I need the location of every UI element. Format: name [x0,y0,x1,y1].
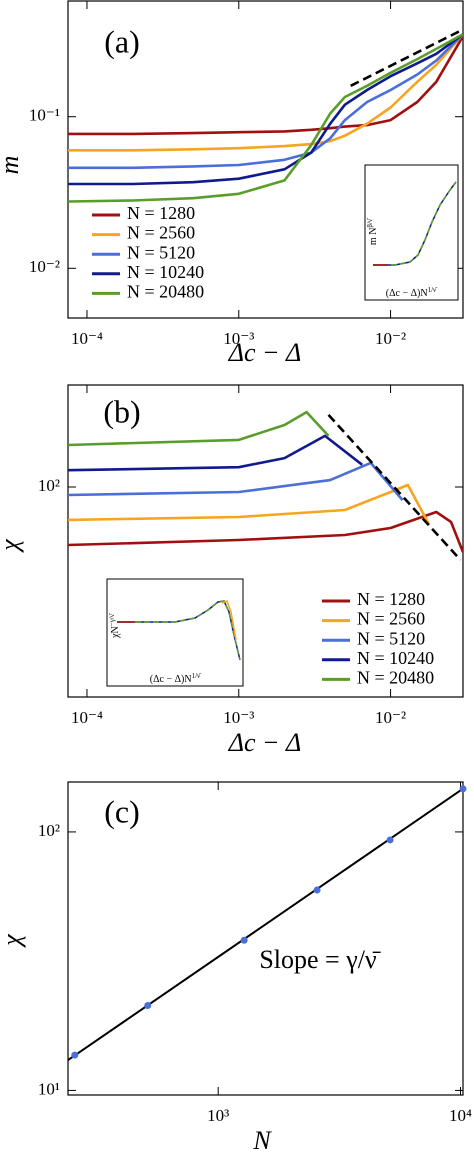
plot-area [68,29,463,203]
legend-label: N = 1280 [357,589,425,609]
x-axis-label: Δc − Δ [228,338,302,367]
inset-curve [221,600,237,641]
data-point [240,936,248,944]
inset-ylabel-main: χN [110,626,121,639]
legend-label: N = 2560 [357,609,425,629]
x-axis-label: Δc − Δ [228,728,302,757]
data-point [459,785,467,793]
x-tick-label: 10⁴ [449,1106,472,1125]
series-line [68,33,463,203]
fit-line [68,787,463,1061]
y-tick-label: 10⁻¹ [29,106,60,125]
y-axis-label: χ [0,934,26,949]
series-line [68,33,463,152]
annotation: Slope = γ/ν̄ [259,945,380,974]
x-tick-label: 10⁻² [375,708,406,727]
data-point [386,836,394,844]
plot-frame [67,781,464,1096]
panel-label: (a) [104,23,140,59]
series-line [68,33,463,170]
inset-frame [364,164,459,301]
x-tick-label: 10⁻² [375,329,406,348]
x-axis-label: N [252,1126,272,1155]
plot-frame [67,384,464,698]
inset-ylabel-sup: −γ/ν̄ [108,612,116,626]
plot-area [68,787,463,1061]
panel-c: 10³ 10⁴ 10¹ 10² Nχ (c) Slope = γ/ν̄ [0,781,472,1155]
series-line [68,510,463,553]
y-tick-label: 10² [38,476,60,495]
inset-b: (Δc − Δ)N1/ν̄ χN−γ/ν̄ [106,578,244,687]
x-tick-label: 10³ [207,1106,229,1125]
inset-curve [117,600,241,661]
y-tick-label: 10² [38,821,60,840]
legend-label: N = 20480 [127,282,204,302]
panel-label: (b) [103,393,140,429]
inset-xlabel-main: (Δc − Δ)N [386,288,428,299]
inset-ylabel: m Nβ/ν̄ [366,217,380,245]
legend-label: N = 2560 [127,223,195,243]
x-tick-label: 10⁻³ [223,708,254,727]
inset-xlabel: (Δc − Δ)N1/ν̄ [386,286,438,300]
inset-xlabel-sup: 1/ν̄ [192,672,203,680]
series-line [68,461,404,501]
data-point [71,1051,79,1059]
series-line [68,483,431,526]
plot-area [68,410,463,561]
y-tick-label: 10¹ [38,1079,60,1098]
guide-line [350,29,462,87]
y-axis-label: m [0,156,24,175]
legend-label: N = 5120 [127,242,195,262]
y-tick-label: 10⁻² [29,257,60,276]
legend-label: N = 10240 [357,648,434,668]
legend-label: N = 20480 [357,668,434,688]
x-tick-label: 10⁻⁴ [71,329,103,348]
guide-line [327,414,462,561]
legend-label: N = 10240 [127,262,204,282]
series-line [68,35,463,136]
plot-frame [67,0,464,319]
inset-curve [373,181,457,266]
legend-label: N = 1280 [127,203,195,223]
x-tick-label: 10⁻³ [223,329,254,348]
data-point [313,886,321,894]
inset-ylabel-sup: β/ν̄ [366,217,374,228]
inset-ylabel: χN−γ/ν̄ [108,612,122,639]
series-line [68,434,363,472]
inset-ylabel-main: m N [368,228,379,246]
inset-xlabel: (Δc − Δ)N1/ν̄ [150,672,202,686]
series-line [68,33,463,186]
y-axis-label: χ [0,539,24,554]
inset-frame [106,578,244,687]
data-point [144,1002,152,1010]
x-tick-label: 10⁻⁴ [71,708,103,727]
panel-label: (c) [104,793,140,829]
panel-a: 10⁻⁴10⁻³10⁻²10⁻²10⁻¹Δc − Δm(a)N = 1280N … [0,0,464,367]
inset-xlabel-main: (Δc − Δ)N [150,674,192,685]
inset-xlabel-sup: 1/ν̄ [428,286,439,294]
legend-label: N = 5120 [357,628,425,648]
series-line [68,410,330,447]
inset-a: (Δc − Δ)N1/ν̄ m Nβ/ν̄ [364,164,459,301]
